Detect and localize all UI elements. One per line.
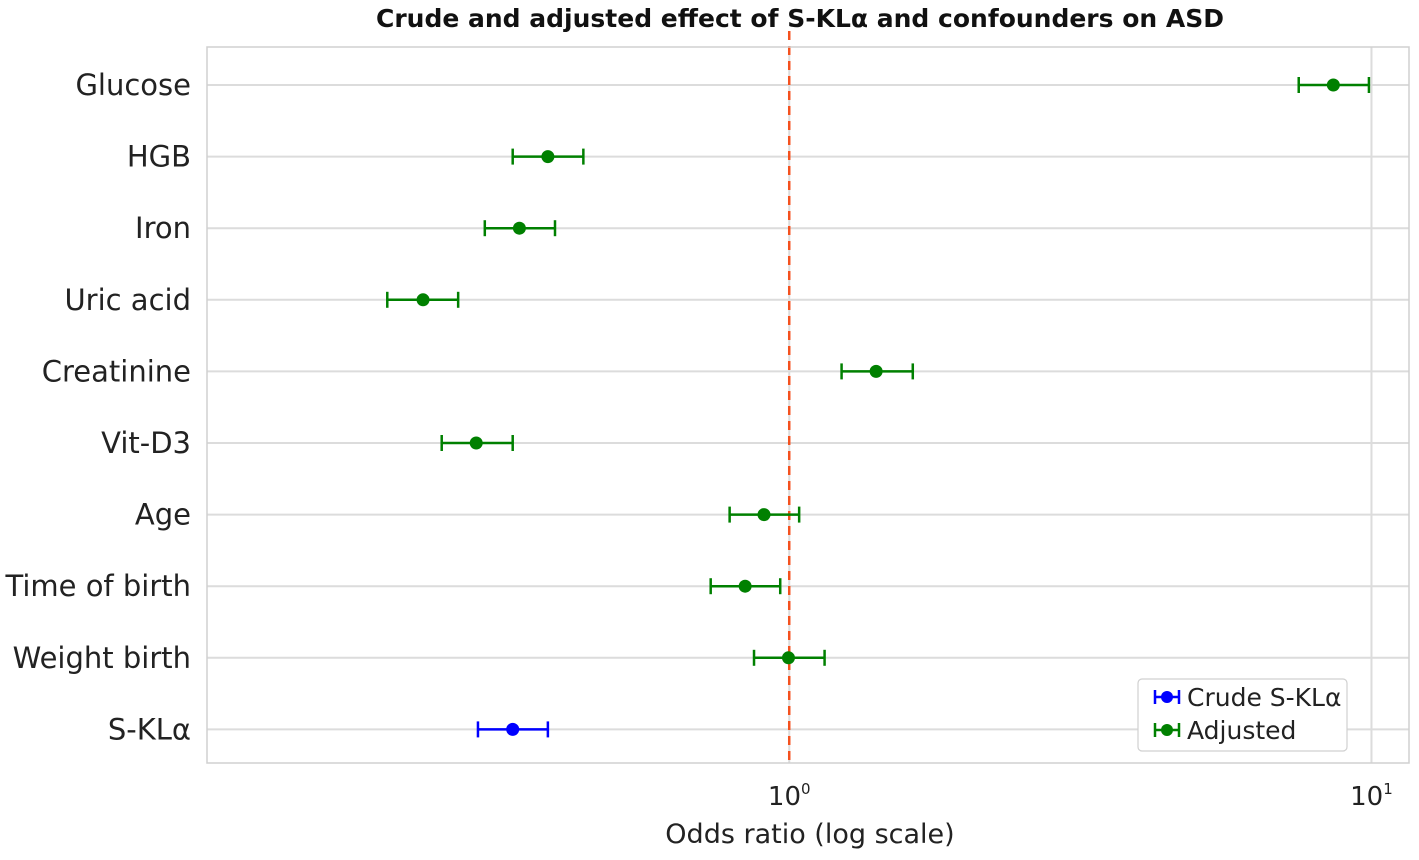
errorbar-point: [1297, 77, 1371, 93]
legend-label: Crude S-KLα: [1187, 683, 1341, 712]
legend-label: Adjusted: [1187, 716, 1296, 745]
point-marker: [512, 221, 526, 235]
errorbar-point: [728, 506, 801, 523]
point-marker: [541, 150, 555, 164]
category-label: Vit-D3: [101, 426, 191, 460]
x-tick-exponent: 1: [1383, 780, 1393, 798]
legend: Crude S-KLα Adjusted: [1137, 678, 1348, 752]
category-label: Iron: [135, 211, 191, 245]
point-marker: [416, 293, 430, 307]
x-tick-exponent: 0: [801, 780, 811, 798]
grid-layer: [207, 47, 1409, 763]
y-axis-labels: Glucose HGB Iron Uric acid Creatinine Vit-D3 A…: [5, 68, 192, 746]
chart-title: Crude and adjusted effect of S-KLα and c…: [376, 4, 1224, 33]
point-marker: [1326, 78, 1340, 92]
legend-entry: Adjusted: [1153, 716, 1296, 745]
errorbar-point: [440, 435, 514, 451]
errorbar-point: [386, 291, 460, 308]
legend-entry: Crude S-KLα: [1153, 683, 1341, 712]
errorbar-point: [483, 220, 557, 237]
category-label: Weight birth: [13, 641, 191, 675]
errorbar-point: [476, 721, 550, 738]
point-marker: [738, 579, 752, 593]
data-points: [386, 77, 1371, 738]
category-label: Creatinine: [42, 354, 191, 388]
legend-marker: [1161, 724, 1173, 736]
x-axis-ticks: 100 101: [768, 780, 1393, 812]
category-label: Time of birth: [5, 569, 192, 603]
category-label: S-KLα: [108, 712, 191, 746]
category-label: HGB: [127, 140, 191, 174]
errorbar-point: [511, 148, 585, 165]
category-label: Age: [135, 498, 191, 532]
legend-marker: [1161, 691, 1173, 703]
plot-frame: [206, 46, 1410, 764]
point-marker: [869, 364, 883, 378]
point-marker: [757, 508, 771, 522]
point-marker: [469, 436, 483, 450]
point-marker: [506, 722, 520, 736]
x-tick-label: 100: [768, 780, 811, 812]
x-tick-base: 10: [1350, 782, 1383, 812]
x-tick-label: 101: [1350, 780, 1393, 812]
point-marker: [781, 651, 795, 665]
category-label: Glucose: [75, 68, 191, 102]
errorbar-point: [840, 363, 915, 380]
x-axis-label: Odds ratio (log scale): [665, 819, 954, 850]
errorbar-point: [752, 649, 826, 666]
errorbar-point: [709, 578, 782, 595]
x-tick-base: 10: [768, 782, 801, 812]
category-label: Uric acid: [64, 283, 191, 317]
legend-box: [1137, 678, 1348, 752]
